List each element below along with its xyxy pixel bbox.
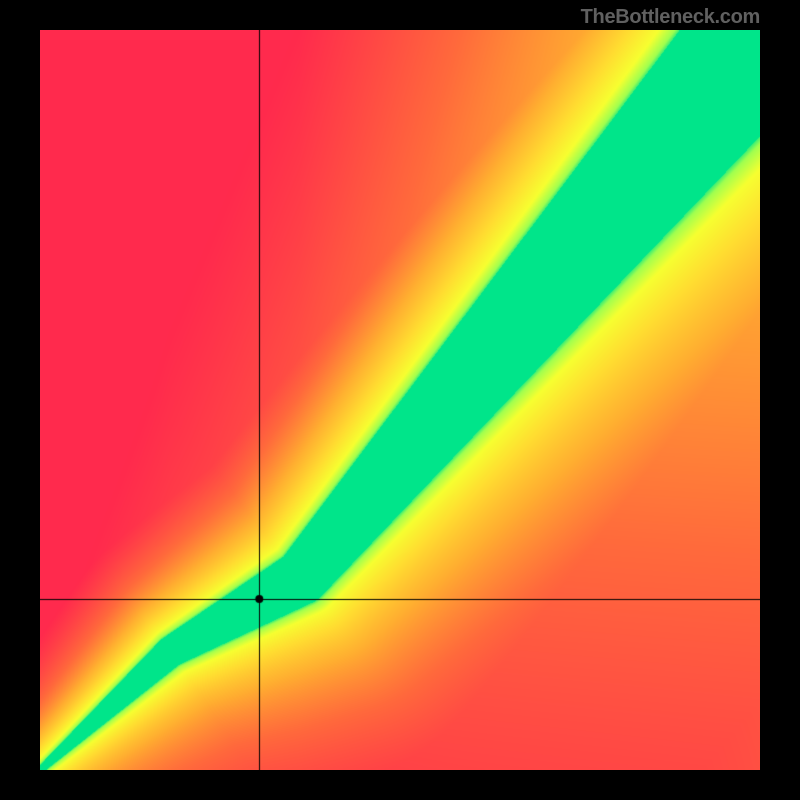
chart-container: TheBottleneck.com xyxy=(0,0,800,800)
bottleneck-heatmap xyxy=(40,30,760,770)
source-watermark: TheBottleneck.com xyxy=(581,6,760,29)
